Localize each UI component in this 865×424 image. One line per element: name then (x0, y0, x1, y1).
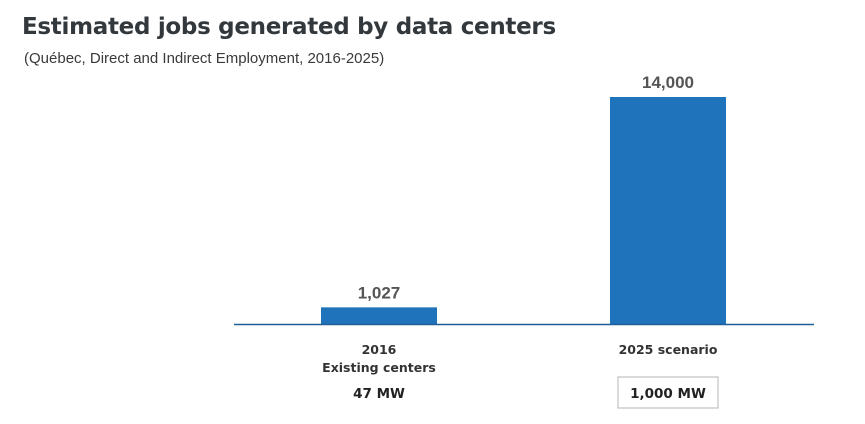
capacity-label-1: 1,000 MW (630, 386, 706, 402)
capacity-box-1 (617, 376, 719, 409)
category-sublabel-0: Existing centers (322, 360, 436, 375)
category-label-0: 2016 (362, 342, 397, 357)
bar-0 (321, 307, 437, 324)
chart-subtitle: (Québec, Direct and Indirect Employment,… (24, 50, 385, 67)
category-label-1: 2025 scenario (619, 342, 718, 357)
value-label-0: 1,027 (358, 283, 401, 302)
capacity-label-0: 47 MW (353, 386, 405, 402)
bar-1 (610, 97, 726, 324)
value-label-1: 14,000 (642, 73, 694, 92)
chart-title: Estimated jobs generated by data centers (22, 14, 556, 40)
